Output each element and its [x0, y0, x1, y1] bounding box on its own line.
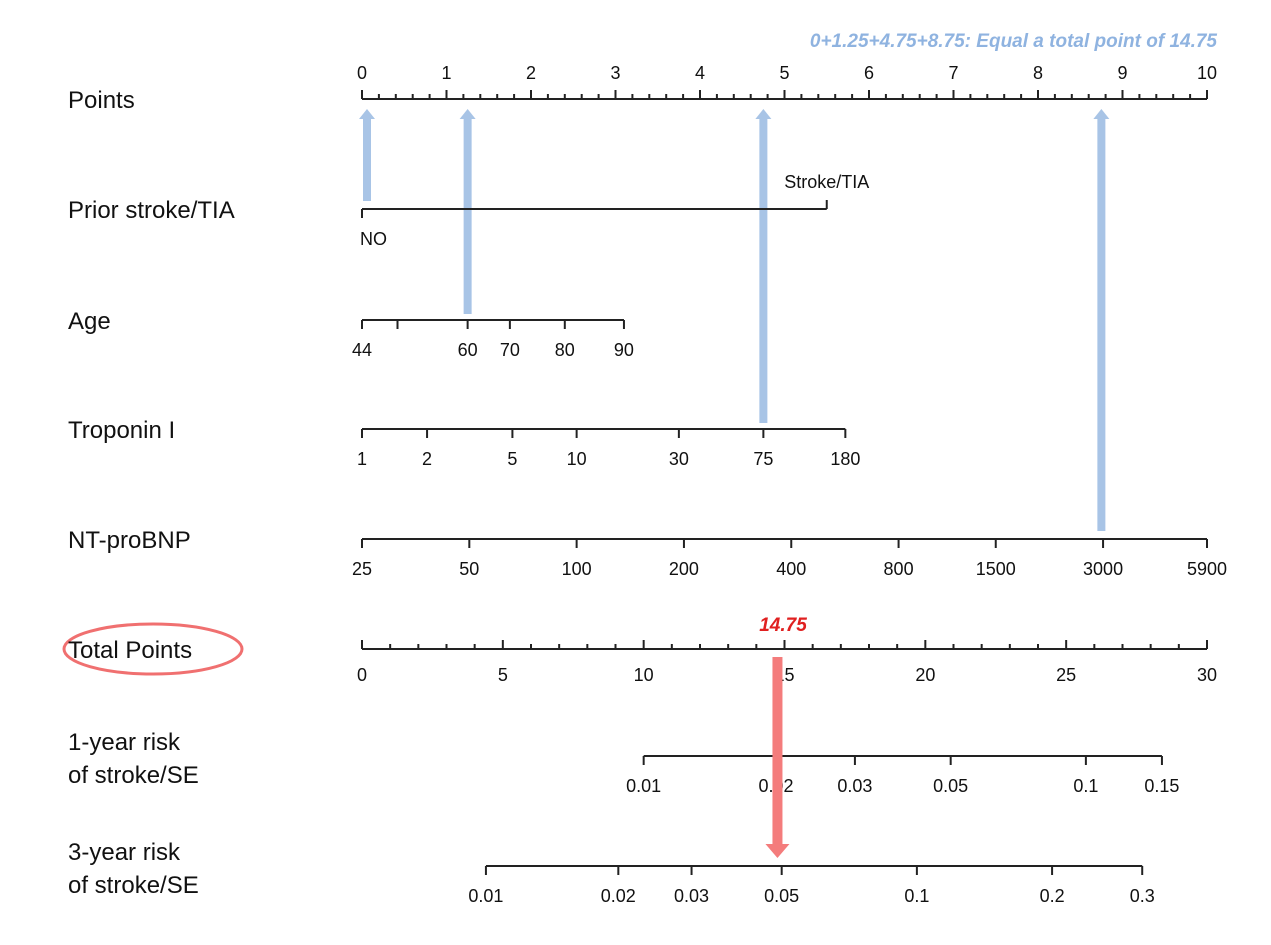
points-tick-label: 6: [864, 63, 874, 83]
points-label: Points: [68, 87, 135, 114]
ntprobnp-tick-label: 50: [459, 559, 479, 579]
nomogram-text: 0+1.25+4.75+8.75: Equal a total point of…: [759, 31, 1217, 636]
ntprobnp-tick-label: 3000: [1083, 559, 1123, 579]
ntprobnp-tick-label: 25: [352, 559, 372, 579]
age-tick-label: 80: [555, 340, 575, 360]
sum-annotation: 0+1.25+4.75+8.75: Equal a total point of…: [810, 31, 1218, 52]
troponin-tick-label: 10: [567, 449, 587, 469]
contribution-arrow-shaft: [363, 118, 371, 201]
points-tick-label: 5: [779, 63, 789, 83]
ntprobnp-tick-label: 1500: [976, 559, 1016, 579]
three-year-risk-tick-label: 0.02: [601, 886, 636, 906]
contribution-arrow-head: [755, 109, 772, 119]
total-tick-label: 0: [357, 665, 367, 685]
total-points-highlight-circle: [62, 622, 244, 676]
three-year-risk-label: 3-year risk: [68, 839, 181, 866]
three-year-risk-tick-label: 0.3: [1130, 886, 1155, 906]
troponin-tick-label: 30: [669, 449, 689, 469]
ntprobnp-tick-label: 5900: [1187, 559, 1227, 579]
ntprobnp-tick-label: 400: [776, 559, 806, 579]
prior-stroke-label: Prior stroke/TIA: [68, 197, 235, 224]
points-tick-label: 1: [441, 63, 451, 83]
total-arrow-shaft: [772, 657, 783, 845]
one-year-risk-label: of stroke/SE: [68, 762, 199, 789]
contribution-arrow-head: [459, 109, 476, 119]
age-tick-label: 70: [500, 340, 520, 360]
total-tick-label: 5: [498, 665, 508, 685]
total-tick-label: 25: [1056, 665, 1076, 685]
contribution-arrow-shaft: [759, 118, 768, 423]
ntprobnp-label: NT-proBNP: [68, 527, 191, 554]
troponin-tick-label: 180: [830, 449, 860, 469]
points-tick-label: 9: [1117, 63, 1127, 83]
troponin-tick-label: 1: [357, 449, 367, 469]
contribution-arrow-shaft: [1097, 118, 1106, 531]
total-tick-label: 20: [915, 665, 935, 685]
three-year-risk-tick-label: 0.03: [674, 886, 709, 906]
total-tick-label: 30: [1197, 665, 1217, 685]
troponin-tick-label: 5: [507, 449, 517, 469]
one-year-risk-label: 1-year risk: [68, 729, 181, 756]
one-year-risk-tick-label: 0.03: [837, 776, 872, 796]
one-year-risk-tick-label: 0.1: [1073, 776, 1098, 796]
troponin-label: Troponin I: [68, 417, 175, 444]
points-tick-label: 3: [610, 63, 620, 83]
total-tick-label: 10: [634, 665, 654, 685]
prior-stroke-category-label: NO: [360, 229, 387, 249]
points-tick-label: 7: [948, 63, 958, 83]
points-tick-label: 10: [1197, 63, 1217, 83]
three-year-risk-tick-label: 0.05: [764, 886, 799, 906]
one-year-risk-tick-label: 0.01: [626, 776, 661, 796]
age-label: Age: [68, 308, 111, 335]
ntprobnp-tick-label: 800: [884, 559, 914, 579]
total-value-annotation: 14.75: [759, 615, 807, 636]
total-arrow-head: [765, 844, 790, 858]
contribution-arrow-shaft: [463, 118, 472, 314]
three-year-risk-tick-label: 0.1: [904, 886, 929, 906]
prior-stroke-category-label: Stroke/TIA: [784, 172, 869, 192]
contribution-arrow-head: [359, 109, 375, 119]
age-tick-label: 60: [458, 340, 478, 360]
ntprobnp-tick-label: 100: [562, 559, 592, 579]
three-year-risk-tick-label: 0.01: [468, 886, 503, 906]
one-year-risk-tick-label: 0.15: [1144, 776, 1179, 796]
example-arrows: [359, 109, 1110, 531]
total-arrow-layer: [765, 657, 790, 858]
three-year-risk-tick-label: 0.2: [1040, 886, 1065, 906]
ntprobnp-tick-label: 200: [669, 559, 699, 579]
one-year-risk-tick-label: 0.05: [933, 776, 968, 796]
troponin-tick-label: 75: [753, 449, 773, 469]
points-tick-label: 2: [526, 63, 536, 83]
points-tick-label: 0: [357, 63, 367, 83]
troponin-tick-label: 2: [422, 449, 432, 469]
points-tick-label: 8: [1033, 63, 1043, 83]
age-tick-label: 44: [352, 340, 372, 360]
contribution-arrow-head: [1093, 109, 1110, 119]
age-tick-label: 90: [614, 340, 634, 360]
three-year-risk-label: of stroke/SE: [68, 872, 199, 899]
total-points-label: Total Points: [68, 637, 192, 664]
points-tick-label: 4: [695, 63, 705, 83]
